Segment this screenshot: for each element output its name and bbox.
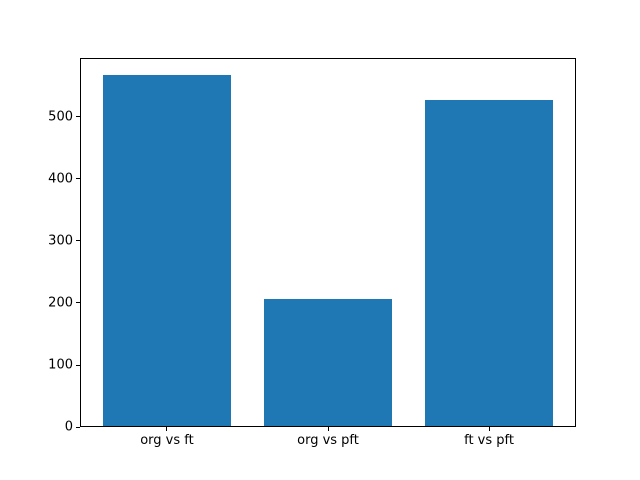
y-tick-mark	[76, 116, 80, 118]
x-tick-label-org-vs-ft: org vs ft	[140, 433, 194, 449]
y-tick-mark	[76, 178, 80, 180]
y-tick-label: 400	[48, 171, 73, 187]
y-tick-label: 500	[48, 109, 73, 125]
x-tick-label-ft-vs-pft: ft vs pft	[464, 433, 514, 449]
y-tick-label: 300	[48, 233, 73, 249]
bar-ft-vs-pft	[424, 100, 554, 428]
x-tick-mark	[327, 427, 329, 432]
x-tick-label-org-vs-pft: org vs pft	[297, 433, 359, 449]
y-tick-mark	[76, 426, 80, 428]
y-tick-mark	[76, 240, 80, 242]
y-tick-mark	[76, 364, 80, 366]
x-tick-mark	[488, 427, 490, 432]
y-tick-label: 0	[64, 419, 73, 435]
y-tick-label: 200	[48, 295, 73, 311]
bar-org-vs-pft	[263, 299, 393, 428]
y-tick-label: 100	[48, 357, 73, 373]
x-tick-mark	[166, 427, 168, 432]
bar-org-vs-ft	[102, 74, 232, 428]
y-tick-mark	[76, 302, 80, 304]
